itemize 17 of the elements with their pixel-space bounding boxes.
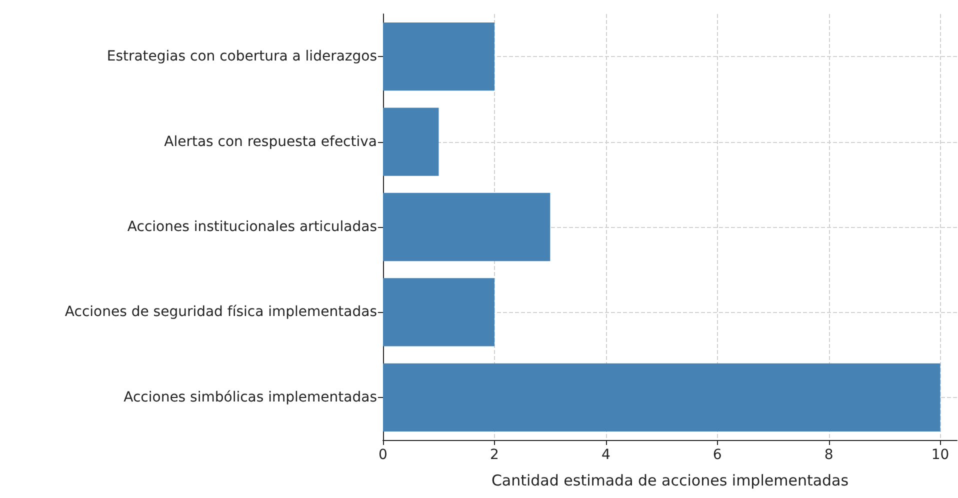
y-tick-label: Acciones de seguridad física implementadas (64, 304, 377, 320)
bar (383, 22, 494, 91)
y-tick-label: Estrategias con cobertura a liderazgos (106, 48, 377, 65)
bar (383, 278, 494, 346)
y-tick-label: Acciones simbólicas implementadas (124, 389, 377, 406)
x-tick-label: 8 (824, 447, 834, 463)
bar (383, 108, 439, 176)
bar (383, 363, 940, 432)
x-tick-label: 0 (378, 447, 388, 463)
x-axis-title: Cantidad estimada de acciones implementadas (491, 472, 849, 490)
y-tick-label: Alertas con respuesta efectiva (164, 134, 377, 150)
y-tick-label: Acciones institucionales articuladas (127, 219, 377, 235)
x-tick-label: 4 (601, 447, 610, 463)
x-tick-label: 2 (490, 447, 499, 463)
x-tick-label: 10 (931, 447, 950, 463)
bar (383, 192, 550, 262)
x-tick-label: 6 (712, 447, 722, 463)
